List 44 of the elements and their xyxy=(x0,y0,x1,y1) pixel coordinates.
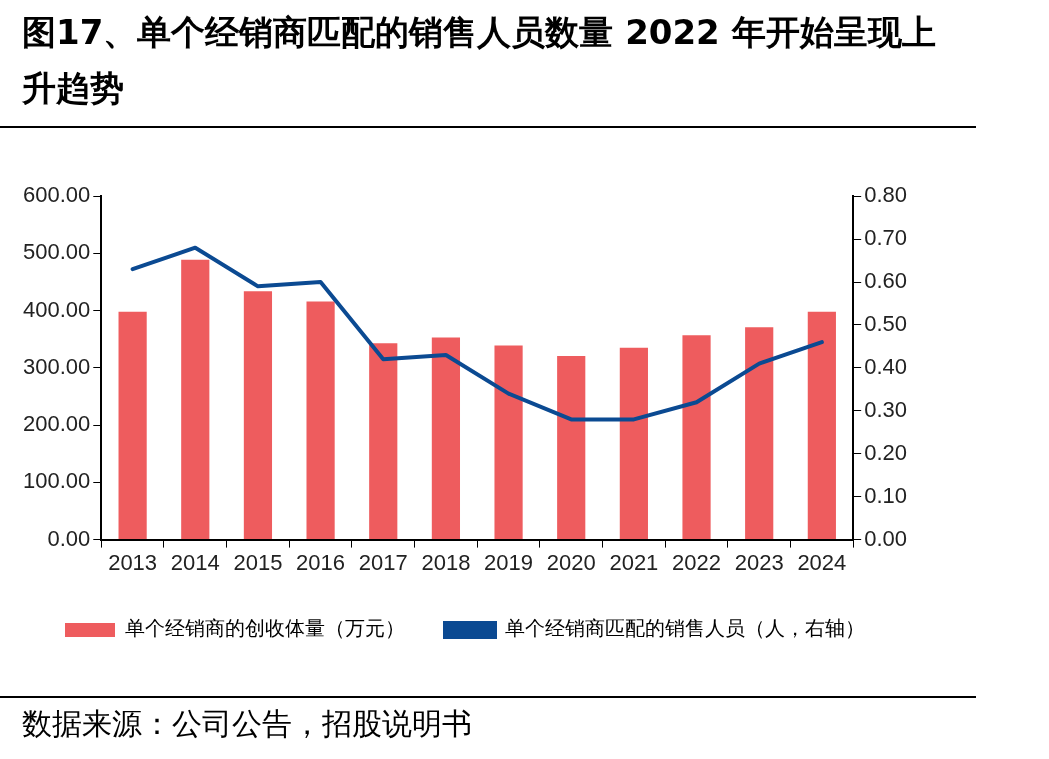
x-tick-label: 2024 xyxy=(797,549,847,575)
bar xyxy=(745,327,774,540)
y2-tick-label: 0.80 xyxy=(864,182,908,208)
x-tick-label: 2018 xyxy=(421,549,471,575)
y-tick-label: 600.00 xyxy=(22,182,91,208)
bar xyxy=(431,337,460,540)
x-tick-label: 2015 xyxy=(233,549,283,575)
x-tick-label: 2016 xyxy=(296,549,346,575)
legend-label: 单个经销商的创收体量（万元） xyxy=(125,616,405,641)
bar xyxy=(306,301,335,540)
bar xyxy=(369,343,398,540)
x-tick-label: 2023 xyxy=(734,549,784,575)
chart-title: 图17、单个经销商匹配的销售人员数量 2022 年开始呈现上升趋势 xyxy=(22,11,937,110)
x-tick-label: 2022 xyxy=(672,549,722,575)
y2-tick-label: 0.00 xyxy=(864,525,908,551)
y-tick-label: 500.00 xyxy=(22,239,91,265)
bar xyxy=(619,347,648,540)
bar xyxy=(243,291,273,540)
y-tick-label: 0.00 xyxy=(47,525,91,551)
y2-tick-label: 0.50 xyxy=(864,311,908,337)
y-tick-label: 300.00 xyxy=(22,353,91,379)
bar xyxy=(494,345,523,540)
x-tick-label: 2021 xyxy=(609,549,659,575)
bar xyxy=(557,355,586,540)
x-tick-label: 2019 xyxy=(484,549,534,575)
x-tick-label: 2020 xyxy=(546,549,596,575)
y-tick-label: 200.00 xyxy=(22,411,91,437)
y2-tick-label: 0.40 xyxy=(864,353,908,379)
y2-tick-label: 0.60 xyxy=(864,268,908,294)
y2-tick-label: 0.10 xyxy=(864,482,908,508)
y2-tick-label: 0.70 xyxy=(864,225,908,251)
y2-tick-label: 0.30 xyxy=(864,396,908,422)
y-tick-label: 100.00 xyxy=(22,468,91,494)
x-tick-label: 2014 xyxy=(170,549,220,575)
y-tick-label: 400.00 xyxy=(22,296,91,322)
bar xyxy=(118,311,147,540)
legend-label: 单个经销商匹配的销售人员（人，右轴） xyxy=(505,616,865,641)
x-tick-label: 2017 xyxy=(358,549,408,575)
bar xyxy=(181,259,210,540)
bar xyxy=(682,335,711,540)
y2-tick-label: 0.20 xyxy=(864,439,908,465)
x-tick-label: 2013 xyxy=(108,549,158,575)
source-note: 数据来源：公司公告，招股说明书 xyxy=(22,705,472,743)
bar xyxy=(807,311,836,540)
